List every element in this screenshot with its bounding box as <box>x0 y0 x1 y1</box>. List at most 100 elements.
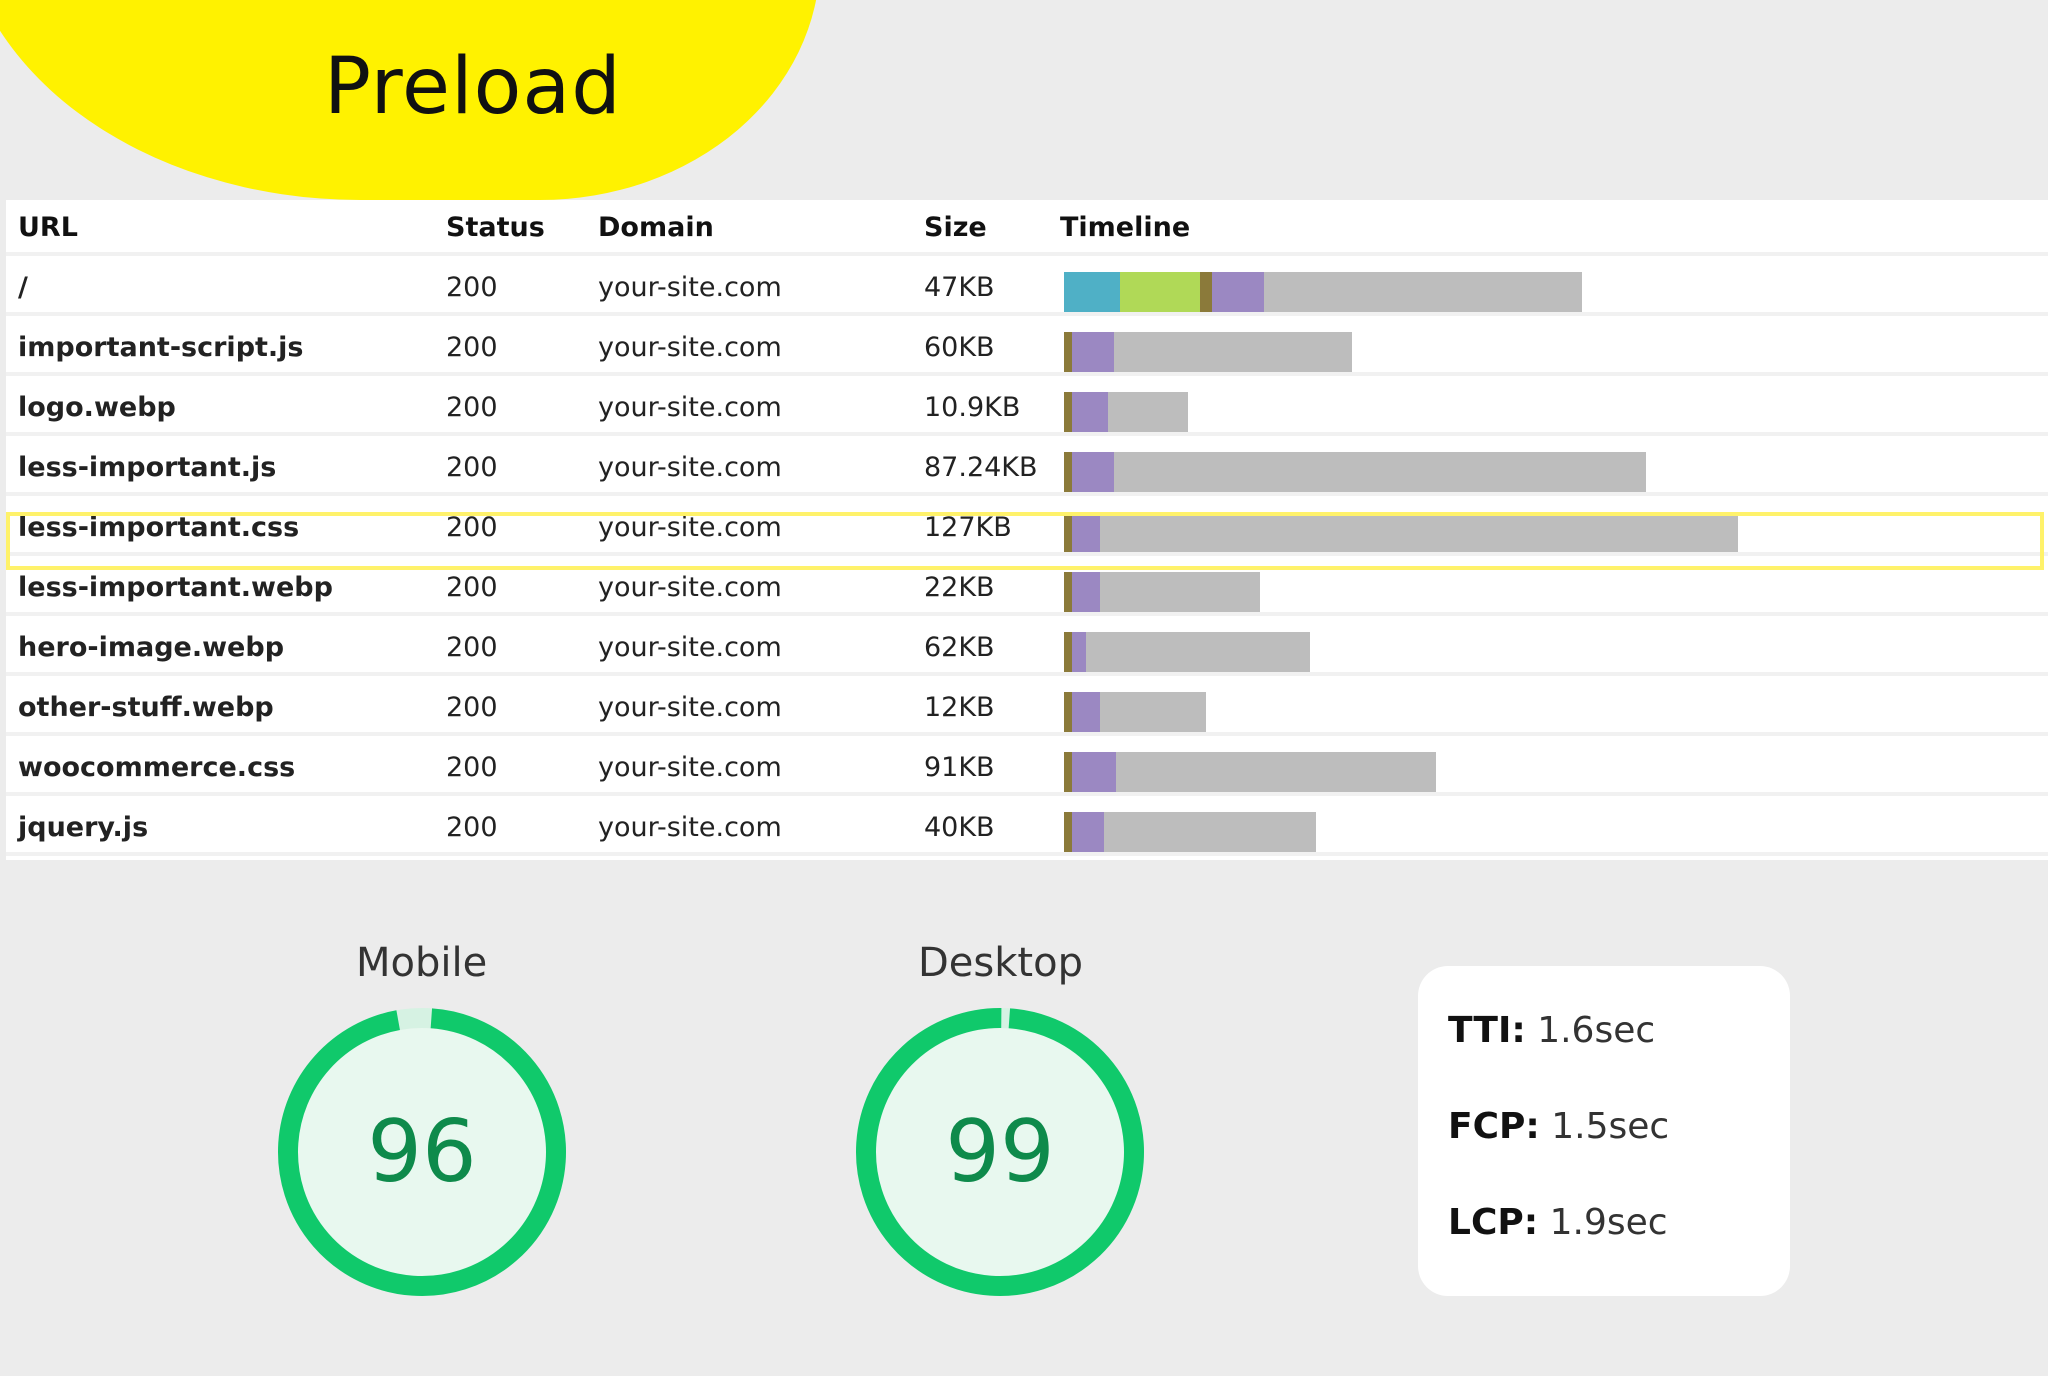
table-row[interactable]: woocommerce.css 200 your-site.com 91KB <box>6 740 2048 796</box>
desktop-score-label: Desktop <box>918 940 1083 986</box>
metrics-card: TTI: 1.6sec FCP: 1.5sec LCP: 1.9sec <box>1418 966 1790 1296</box>
table-row[interactable]: logo.webp 200 your-site.com 10.9KB <box>6 380 2048 436</box>
metric-lcp: LCP: 1.9sec <box>1448 1202 1668 1243</box>
row-domain: your-site.com <box>598 392 782 423</box>
row-status: 200 <box>446 572 498 603</box>
row-size: 22KB <box>924 572 995 603</box>
row-status: 200 <box>446 692 498 723</box>
metric-fcp-value: 1.5sec <box>1551 1106 1670 1147</box>
row-status: 200 <box>446 812 498 843</box>
timeline-segment <box>1072 812 1104 854</box>
row-status: 200 <box>446 392 498 423</box>
gauge-arc <box>278 1008 566 1296</box>
timeline-segment <box>1114 332 1352 374</box>
table-row[interactable]: less-important.webp 200 your-site.com 22KB <box>6 560 2048 616</box>
highlighted-row-outline <box>6 512 2044 570</box>
column-header-size[interactable]: Size <box>924 212 987 243</box>
column-header-status[interactable]: Status <box>446 212 545 243</box>
page-title: Preload <box>324 42 622 132</box>
row-status: 200 <box>446 332 498 363</box>
timeline-segment <box>1064 632 1072 674</box>
timeline-segment <box>1100 572 1260 614</box>
row-status: 200 <box>446 632 498 663</box>
row-status: 200 <box>446 752 498 783</box>
row-url: important-script.js <box>18 332 304 363</box>
table-row[interactable]: other-stuff.webp 200 your-site.com 12KB <box>6 680 2048 736</box>
row-url: logo.webp <box>18 392 176 423</box>
row-domain: your-site.com <box>598 272 782 303</box>
row-status: 200 <box>446 512 498 543</box>
row-url: less-important.css <box>18 512 300 543</box>
row-size: 40KB <box>924 812 995 843</box>
timeline-segment <box>1114 452 1646 494</box>
timeline-segment <box>1200 272 1212 314</box>
row-divider <box>6 372 2048 376</box>
row-domain: your-site.com <box>598 512 782 543</box>
row-divider <box>6 672 2048 676</box>
timeline-segment <box>1064 452 1072 494</box>
row-size: 127KB <box>924 512 1012 543</box>
table-header-row: URL Status Domain Size Timeline <box>6 200 2048 256</box>
row-domain: your-site.com <box>598 572 782 603</box>
row-url: jquery.js <box>18 812 149 843</box>
timeline-segment <box>1072 512 1100 554</box>
row-divider <box>6 492 2048 496</box>
row-status: 200 <box>446 272 498 303</box>
timeline-segment <box>1064 272 1120 314</box>
table-row[interactable]: / 200 your-site.com 47KB <box>6 260 2048 316</box>
timeline-segment <box>1064 752 1072 794</box>
timeline-segment <box>1264 272 1582 314</box>
timeline-segment <box>1064 812 1072 854</box>
timeline-segment <box>1072 452 1114 494</box>
row-divider <box>6 792 2048 796</box>
row-divider <box>6 432 2048 436</box>
table-row[interactable]: less-important.js 200 your-site.com 87.24KB <box>6 440 2048 496</box>
row-domain: your-site.com <box>598 812 782 843</box>
timeline-segment <box>1072 572 1100 614</box>
timeline-segment <box>1086 632 1310 674</box>
table-row[interactable]: important-script.js 200 your-site.com 60KB <box>6 320 2048 376</box>
row-url: / <box>18 272 28 303</box>
timeline-segment <box>1104 812 1316 854</box>
timeline-segment <box>1064 572 1072 614</box>
row-url: other-stuff.webp <box>18 692 274 723</box>
timeline-segment <box>1064 332 1072 374</box>
row-size: 10.9KB <box>924 392 1021 423</box>
column-header-timeline[interactable]: Timeline <box>1060 212 1191 243</box>
timeline-segment <box>1108 392 1188 434</box>
gauge-fill <box>298 1028 546 1276</box>
row-size: 62KB <box>924 632 995 663</box>
desktop-gauge-ring <box>856 1008 1144 1296</box>
table-row[interactable]: less-important.css 200 your-site.com 127KB <box>6 500 2048 556</box>
row-divider <box>6 312 2048 316</box>
network-table: URL Status Domain Size Timeline / 200 your… <box>6 200 2048 860</box>
timeline-segment <box>1064 392 1072 434</box>
row-domain: your-site.com <box>598 692 782 723</box>
timeline-segment <box>1064 512 1072 554</box>
timeline-segment <box>1072 632 1086 674</box>
timeline-segment <box>1072 692 1100 734</box>
row-url: less-important.js <box>18 452 277 483</box>
timeline-segment <box>1072 392 1108 434</box>
row-size: 60KB <box>924 332 995 363</box>
metric-tti-value: 1.6sec <box>1537 1010 1656 1051</box>
row-size: 87.24KB <box>924 452 1038 483</box>
metric-fcp-name: FCP: <box>1448 1106 1540 1147</box>
metric-fcp: FCP: 1.5sec <box>1448 1106 1669 1147</box>
timeline-segment <box>1120 272 1200 314</box>
row-divider <box>6 552 2048 556</box>
mobile-score-value: 96 <box>367 1102 477 1202</box>
timeline-segment <box>1072 752 1116 794</box>
column-header-domain[interactable]: Domain <box>598 212 714 243</box>
timeline-segment <box>1212 272 1264 314</box>
table-row[interactable]: jquery.js 200 your-site.com 40KB <box>6 800 2048 856</box>
desktop-score-value: 99 <box>945 1102 1055 1202</box>
column-header-url[interactable]: URL <box>18 212 78 243</box>
row-domain: your-site.com <box>598 632 782 663</box>
metric-tti-name: TTI: <box>1448 1010 1526 1051</box>
timeline-segment <box>1100 692 1206 734</box>
row-size: 47KB <box>924 272 995 303</box>
timeline-segment <box>1064 692 1072 734</box>
table-row[interactable]: hero-image.webp 200 your-site.com 62KB <box>6 620 2048 676</box>
metric-lcp-value: 1.9sec <box>1549 1202 1668 1243</box>
